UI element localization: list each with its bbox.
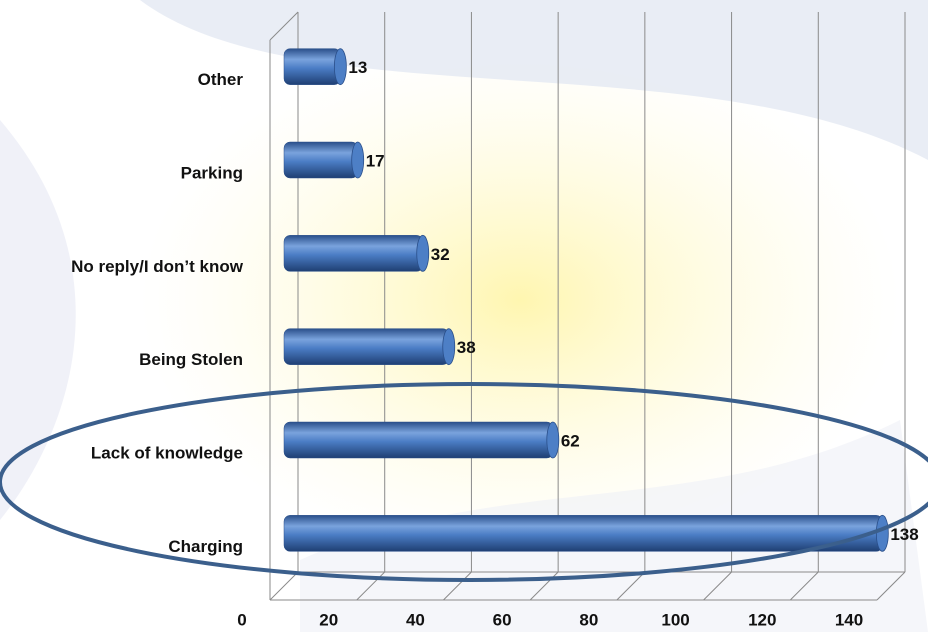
highlight-ellipse [0, 382, 928, 582]
value-label: 38 [457, 338, 476, 357]
y-tick-label: Charging [168, 537, 243, 556]
value-label: 13 [348, 58, 367, 77]
bar [283, 235, 423, 272]
value-label: 32 [431, 245, 450, 264]
bar [283, 328, 450, 365]
bar-cap [875, 514, 889, 552]
value-label: 62 [561, 431, 580, 450]
x-tick-label: 60 [493, 610, 512, 629]
floor-line [616, 571, 646, 601]
bar-cap [333, 48, 347, 86]
floor-line [269, 571, 299, 601]
y-tick-label: Being Stolen [139, 350, 243, 369]
plot-area: 0 20 40 60 80 100 120 140 Other 13 Parking 17 No rep… [71, 11, 919, 629]
axis-line [269, 11, 299, 41]
y-tick-label: No reply/I don’t know [71, 257, 244, 276]
floor-line [443, 571, 472, 601]
value-label: 138 [890, 525, 918, 544]
bar [283, 48, 341, 85]
y-tick-label: Lack of knowledge [91, 443, 243, 462]
bar [283, 141, 358, 179]
x-tick-label: 140 [835, 610, 863, 629]
x-tick-label: 80 [579, 610, 598, 629]
bar [283, 421, 554, 459]
bar-cap [546, 421, 560, 459]
floor-line [703, 571, 732, 601]
x-tick-label: 120 [748, 610, 776, 629]
y-tick-label: Other [198, 70, 244, 89]
bar-cap [416, 234, 430, 272]
x-tick-label: 40 [406, 610, 425, 629]
bar-cap [442, 328, 456, 366]
bar-cap [351, 141, 365, 179]
x-tick-label: 100 [661, 610, 689, 629]
y-tick-label: Parking [181, 163, 243, 182]
x-tick-label: 0 [237, 610, 246, 629]
floor-line [876, 571, 906, 601]
value-label: 17 [366, 151, 385, 170]
floor-line [789, 571, 819, 601]
x-tick-label: 20 [319, 610, 338, 629]
bar [283, 515, 883, 552]
